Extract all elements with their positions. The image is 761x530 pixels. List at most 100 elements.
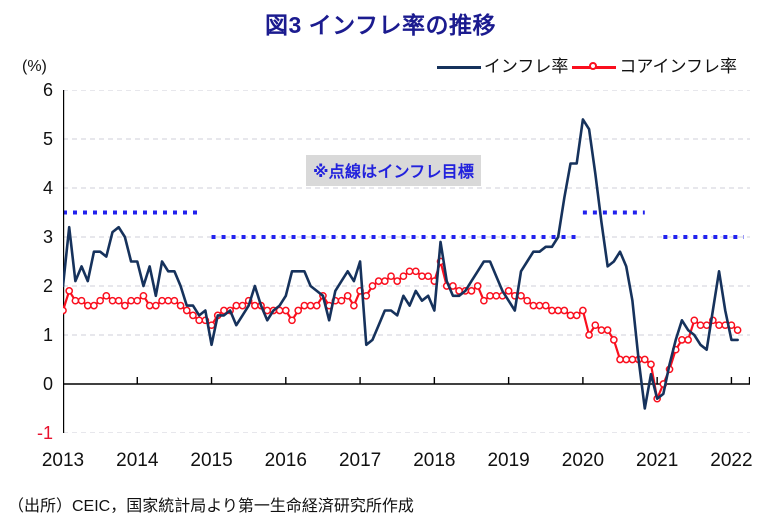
data-point-marker — [108, 296, 117, 305]
data-point-marker — [90, 301, 98, 310]
data-point-marker — [393, 277, 402, 285]
source-note: （出所）CEIC，国家統計局より第一生命経済研究所作成 — [8, 498, 414, 515]
y-axis-unit-label: (%) — [22, 58, 47, 75]
data-point-marker — [579, 306, 587, 315]
y-axis-tick-label: 5 — [42, 129, 53, 149]
data-point-marker — [288, 316, 296, 325]
y-axis-tick-label: 3 — [42, 227, 53, 247]
gridlines — [63, 90, 750, 433]
y-axis-tick-label: 4 — [42, 178, 53, 198]
data-point-marker — [133, 296, 142, 305]
data-point-marker — [102, 291, 111, 300]
data-point-marker — [733, 326, 742, 334]
data-point-marker — [603, 326, 612, 334]
data-point-marker — [189, 311, 197, 320]
data-point-marker — [65, 287, 74, 295]
data-point-marker — [96, 296, 104, 305]
data-point-marker — [362, 291, 371, 300]
series-inflation — [63, 118, 739, 410]
data-point-marker — [473, 282, 482, 290]
x-axis-tick-label: 2018 — [413, 450, 456, 471]
data-point-marker — [535, 301, 544, 310]
target-annotation-badge: ※点線はインフレ目標 — [306, 155, 482, 186]
data-point-marker — [554, 306, 562, 315]
data-point-marker — [616, 355, 624, 364]
data-point-marker — [63, 306, 67, 315]
data-point-marker — [77, 296, 86, 305]
inflation-target-dotted-lines — [63, 210, 744, 239]
legend-item-label: インフレ率 — [483, 57, 569, 76]
data-point-marker — [418, 272, 426, 281]
inflation-line — [63, 118, 739, 410]
data-point-marker — [702, 321, 711, 330]
data-point-marker — [690, 316, 699, 325]
data-point-marker — [300, 301, 309, 310]
y-axis-tick-label: 6 — [42, 80, 53, 100]
page-title: 図3 インフレ率の推移 — [265, 12, 496, 38]
data-point-marker — [492, 291, 501, 300]
data-point-marker — [343, 291, 352, 300]
plot-area — [63, 90, 750, 433]
legend-item-label: コアインフレ率 — [619, 57, 737, 76]
data-point-marker — [480, 296, 488, 305]
data-point-marker — [71, 296, 80, 305]
data-point-marker — [467, 287, 476, 295]
data-point-marker — [411, 267, 420, 276]
data-point-marker — [548, 306, 556, 315]
data-point-marker — [374, 277, 383, 285]
data-point-marker — [337, 296, 346, 305]
x-axis-tick-label: 2019 — [487, 450, 530, 471]
data-point-marker — [145, 301, 154, 310]
data-point-marker — [609, 336, 618, 344]
data-point-marker — [114, 296, 123, 305]
data-point-marker — [566, 311, 575, 320]
data-point-marker — [139, 291, 148, 300]
line-with-circle-marker-swatch-icon — [572, 60, 617, 74]
x-axis-tick-label: 2016 — [264, 450, 307, 471]
legend-item-inflation[interactable]: インフレ率 — [436, 57, 569, 76]
series-core-inflation-markers — [63, 257, 742, 403]
data-point-marker — [696, 321, 705, 330]
data-point-marker — [517, 291, 525, 300]
data-point-marker — [399, 272, 408, 281]
data-point-marker — [628, 355, 637, 364]
data-point-marker — [684, 336, 692, 344]
x-axis-tick-label: 2022 — [710, 450, 753, 471]
data-point-marker — [572, 311, 581, 320]
data-point-marker — [195, 316, 204, 325]
data-point-marker — [158, 296, 166, 305]
data-point-marker — [312, 301, 321, 310]
data-point-marker — [306, 301, 315, 310]
data-point-marker — [170, 296, 179, 305]
data-point-marker — [591, 321, 600, 330]
data-point-marker — [523, 296, 532, 305]
x-axis-tick-label: 2014 — [116, 450, 159, 471]
x-axis-tick-label: 2020 — [561, 450, 605, 471]
data-point-marker — [127, 296, 135, 305]
data-point-marker — [380, 277, 389, 285]
y-axis-tick-label: 0 — [42, 374, 53, 394]
x-axis-tick-label: 2013 — [41, 450, 85, 471]
y-axis-tick-label: -1 — [36, 423, 53, 443]
data-point-marker — [529, 301, 538, 310]
data-point-marker — [387, 272, 395, 281]
data-point-marker — [504, 287, 513, 295]
data-point-marker — [164, 296, 173, 305]
y-axis-tick-label: 2 — [42, 276, 53, 296]
data-point-marker — [281, 306, 290, 315]
data-point-marker — [368, 282, 377, 290]
data-point-marker — [238, 301, 247, 310]
data-point-marker — [715, 321, 723, 330]
chart-legend: インフレ率 コアインフレ率 — [436, 57, 737, 76]
data-point-marker — [294, 306, 303, 315]
data-point-marker — [541, 301, 550, 310]
data-point-marker — [486, 291, 494, 300]
data-point-marker — [232, 301, 241, 310]
data-point-marker — [251, 301, 259, 310]
data-point-marker — [585, 331, 593, 339]
legend-item-core-inflation[interactable]: コアインフレ率 — [572, 58, 737, 75]
x-axis-tick-label: 2015 — [190, 450, 233, 471]
data-point-marker — [83, 301, 92, 310]
axis-lines — [63, 90, 750, 433]
